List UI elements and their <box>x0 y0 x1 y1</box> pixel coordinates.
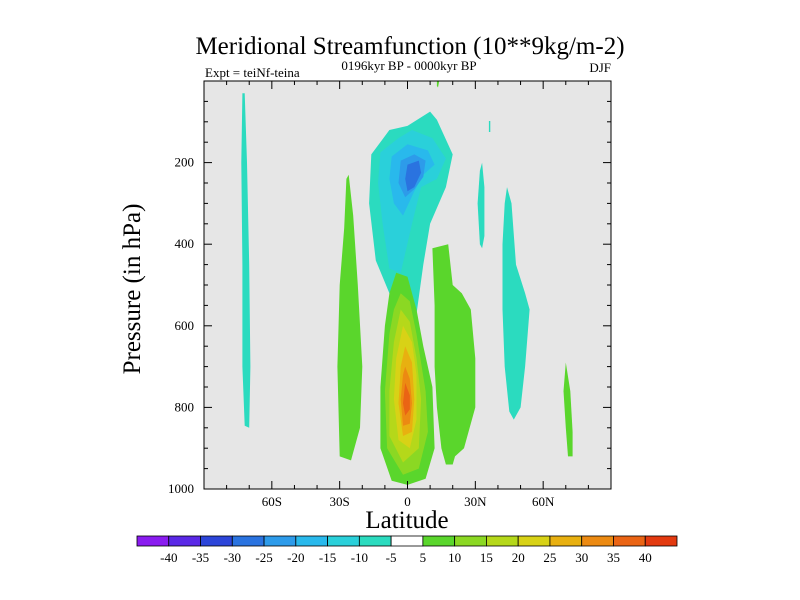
colorbar-swatch <box>358 535 392 547</box>
colorbar-swatch <box>390 535 424 547</box>
season-label: DJF <box>589 60 611 75</box>
colorbar-swatch <box>200 535 233 547</box>
y-tick-label: 200 <box>175 155 195 170</box>
colorbar-swatch <box>454 535 487 547</box>
x-tick-label: 30S <box>330 494 350 509</box>
y-axis-label: Pressure (in hPa) <box>119 204 146 375</box>
plot-area: 60S 30S 0 30N 60N 200 400 600 800 1000 <box>168 80 612 509</box>
colorbar: -40 -35 -30 -25 -20 -15 -10 -5 5 10 15 20 25 30 35 40 <box>136 535 678 565</box>
colorbar-label: -5 <box>386 550 397 565</box>
region-nh-small-top-teal <box>488 121 491 132</box>
colorbar-label: -10 <box>351 550 368 565</box>
y-tick-label: 800 <box>175 399 195 414</box>
colorbar-label: -15 <box>319 550 336 565</box>
region-nh-subtropical-green-cell <box>432 244 476 465</box>
x-axis-label: Latitude <box>365 507 448 534</box>
colorbar-label: 35 <box>607 550 620 565</box>
x-tick-label: 0 <box>404 494 411 509</box>
colorbar-label: -40 <box>160 550 177 565</box>
x-tick-label: 60S <box>262 494 282 509</box>
colorbar-label: 20 <box>512 550 525 565</box>
colorbar-swatch <box>231 535 265 547</box>
colorbar-swatch <box>263 535 297 547</box>
region-lower-tropical-cell-35 <box>403 382 410 416</box>
colorbar-swatch <box>295 535 328 547</box>
y-tick-label: 1000 <box>168 481 194 496</box>
colorbar-swatch <box>136 535 170 547</box>
colorbar-label: -20 <box>287 550 304 565</box>
colorbar-label: 40 <box>639 550 652 565</box>
colorbar-swatch <box>581 535 614 547</box>
chart-subtitle: 0196kyr BP - 0000kyr BP <box>341 58 476 73</box>
colorbar-swatch <box>613 535 646 547</box>
colorbar-swatch <box>486 535 519 547</box>
chart-title: Meridional Streamfunction (10**9kg/m-2) <box>195 33 624 60</box>
x-tick-label: 30N <box>464 494 487 509</box>
region-nh-high-lat-green <box>563 362 573 457</box>
contour-regions <box>241 81 573 485</box>
x-axis-ticks: 60S 30S 0 30N 60N <box>226 81 589 509</box>
colorbar-swatch <box>168 535 201 547</box>
colorbar-label: -25 <box>255 550 272 565</box>
colorbar-label: -30 <box>224 550 241 565</box>
colorbar-label: 30 <box>575 550 588 565</box>
x-tick-label: 60N <box>532 494 555 509</box>
region-upper-tropical-cell-m25 <box>405 160 422 192</box>
colorbar-swatch <box>644 535 678 547</box>
region-top-green-sliver <box>436 81 440 88</box>
colorbar-label: 10 <box>448 550 461 565</box>
colorbar-swatch <box>549 535 583 547</box>
colorbar-label: -35 <box>192 550 209 565</box>
colorbar-swatch <box>422 535 456 547</box>
colorbar-label: 5 <box>420 550 427 565</box>
region-nh-midlat-cell <box>502 187 530 420</box>
colorbar-swatch <box>327 535 360 547</box>
y-axis-ticks: 200 400 600 800 1000 <box>168 100 611 496</box>
region-nh-upper-small-teal <box>477 162 485 249</box>
colorbar-label: 15 <box>480 550 493 565</box>
experiment-label: Expt = teiNf-teina <box>205 65 300 80</box>
y-tick-label: 600 <box>175 318 195 333</box>
region-sh-subtropical-green-cell <box>337 174 363 461</box>
colorbar-label: 25 <box>543 550 556 565</box>
y-tick-label: 400 <box>175 236 195 251</box>
colorbar-swatch <box>517 535 551 547</box>
region-sh-high-lat-cell <box>241 93 251 428</box>
